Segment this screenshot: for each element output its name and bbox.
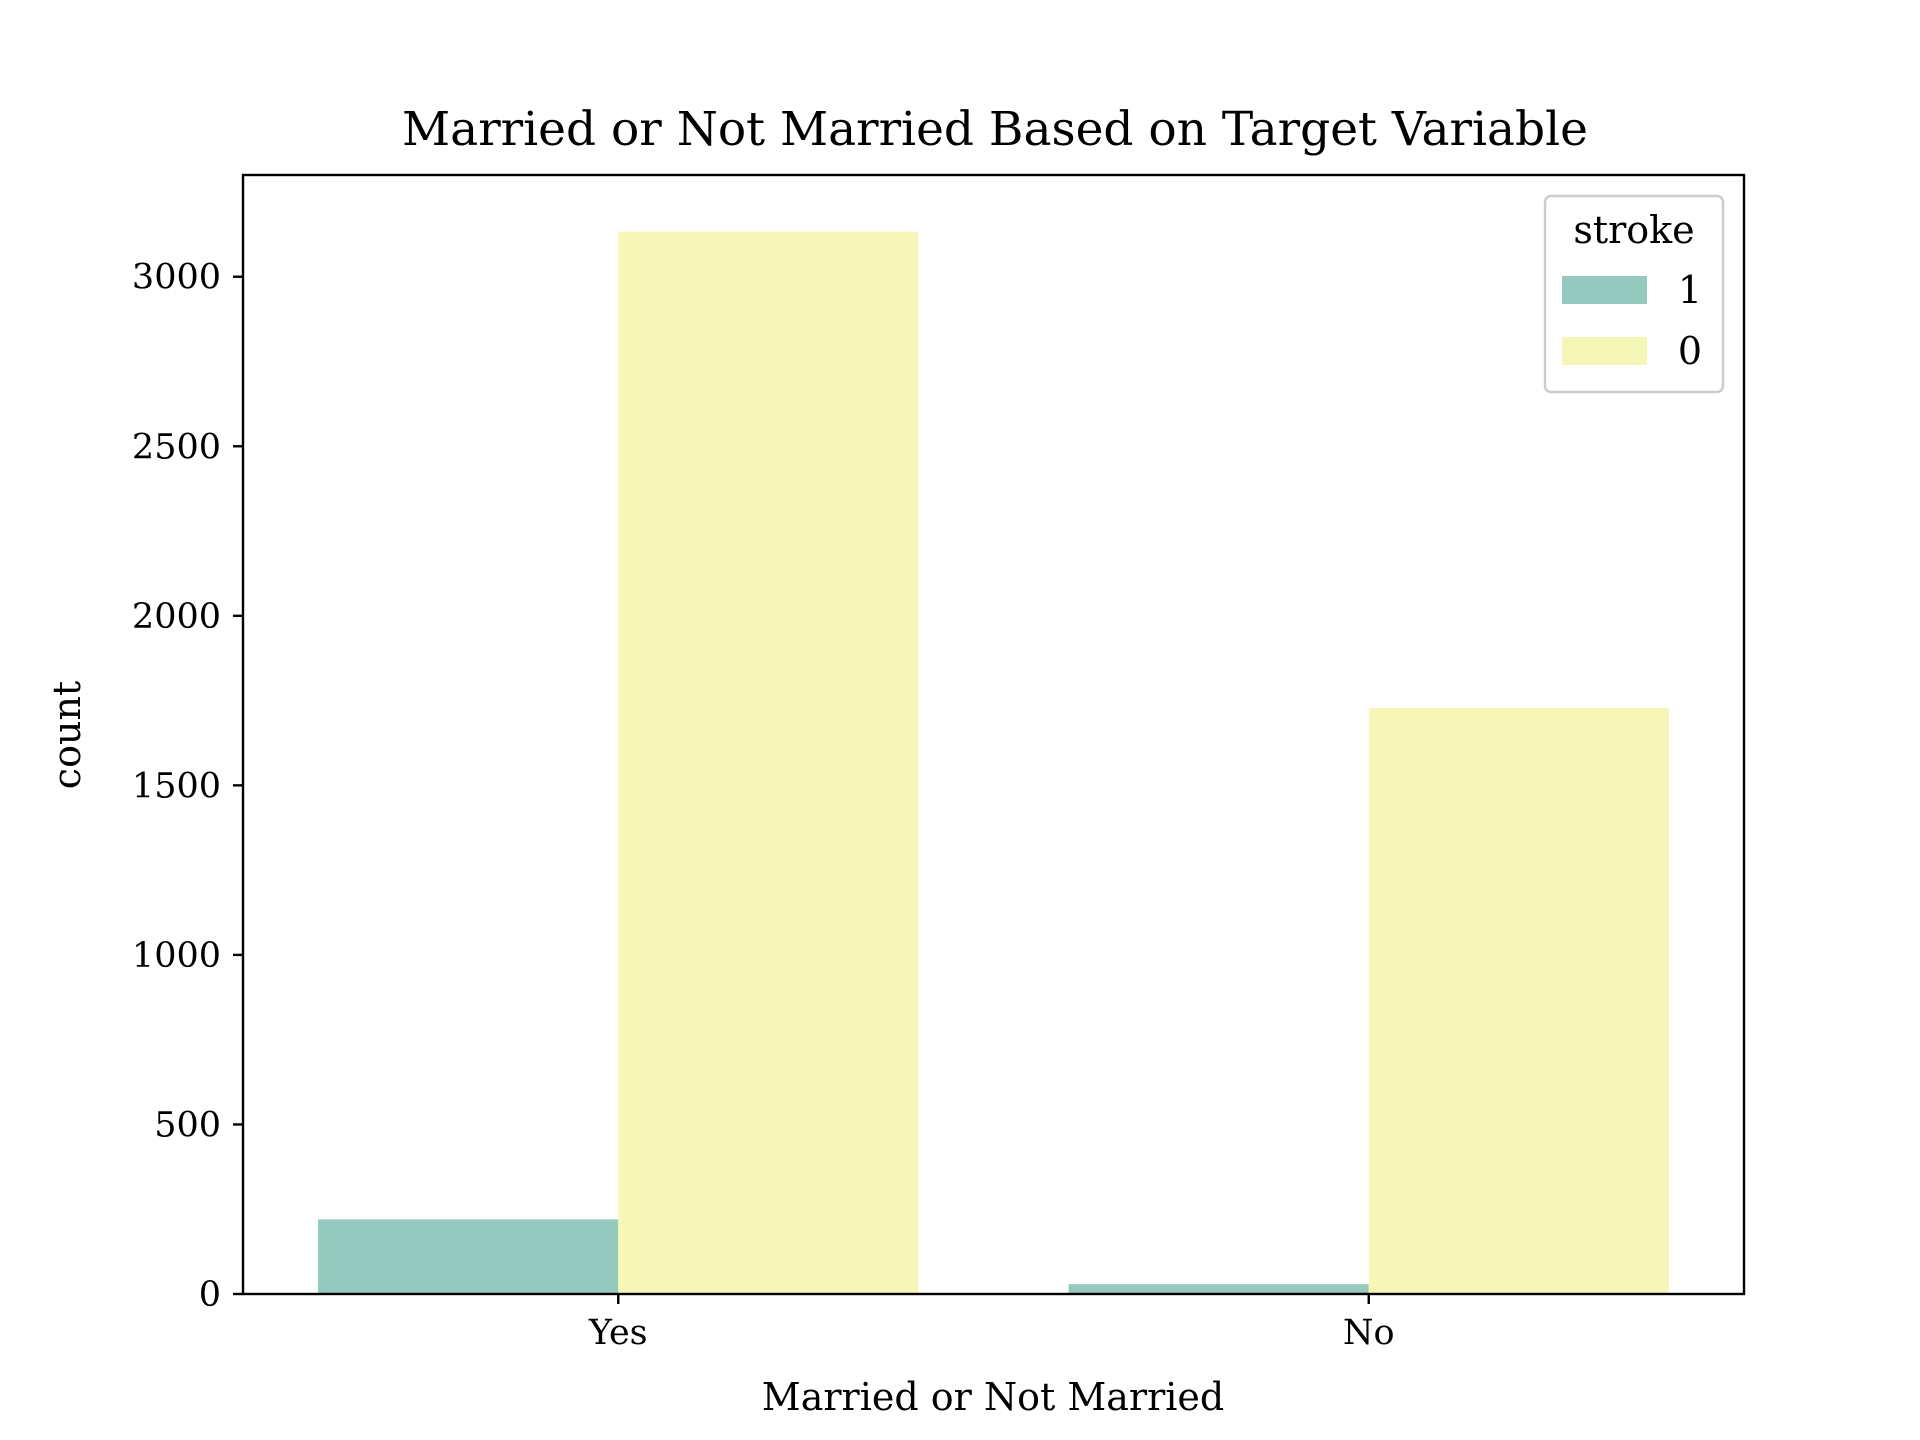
legend-swatch-1 <box>1562 276 1647 304</box>
y-tick-label: 2500 <box>132 427 221 467</box>
y-tick-label: 2000 <box>132 597 221 637</box>
chart-title: Married or Not Married Based on Target V… <box>402 102 1588 157</box>
bar-no-stroke-1 <box>1068 1284 1369 1294</box>
legend-label-0: 0 <box>1678 329 1702 373</box>
y-axis-ticks: 0 500 1000 1500 2000 2500 3000 <box>132 258 243 1315</box>
bar-yes-stroke-0 <box>618 231 919 1295</box>
legend-label-1: 1 <box>1678 268 1702 312</box>
legend-swatch-0 <box>1562 337 1647 365</box>
bars-group <box>318 231 1669 1295</box>
y-tick-label: 1500 <box>132 766 221 806</box>
bar-yes-stroke-1 <box>318 1219 619 1294</box>
legend-title: stroke <box>1573 208 1694 252</box>
bar-no-stroke-0 <box>1368 708 1669 1294</box>
x-tick-label: Yes <box>588 1313 648 1353</box>
y-tick-label: 500 <box>154 1105 221 1145</box>
y-axis-label: count <box>45 681 89 789</box>
x-tick-label: No <box>1343 1313 1395 1353</box>
x-axis-label: Married or Not Married <box>762 1375 1224 1419</box>
legend: stroke 1 0 <box>1543 194 1725 394</box>
plot-frame <box>241 173 1746 1296</box>
y-tick-label: 1000 <box>132 936 221 976</box>
y-tick-label: 3000 <box>132 258 221 298</box>
y-tick-label: 0 <box>199 1275 221 1315</box>
x-axis-ticks: Yes No <box>588 1294 1395 1353</box>
